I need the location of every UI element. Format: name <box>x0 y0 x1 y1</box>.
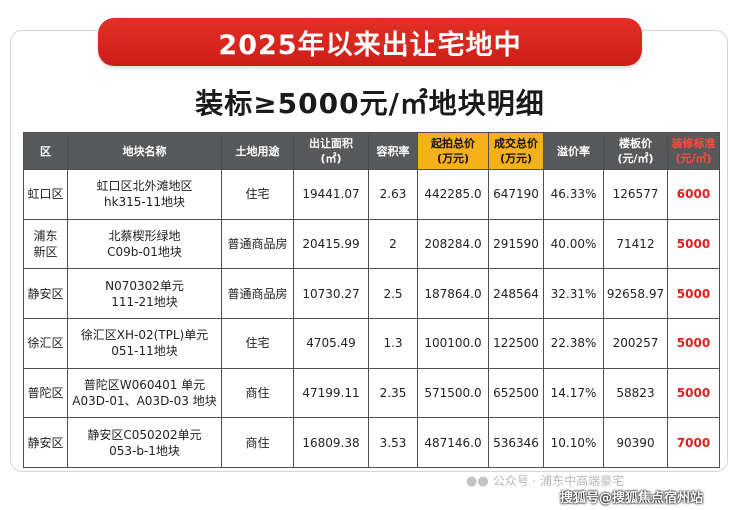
cell-floor-price: 200257 <box>603 317 668 369</box>
cell-parcel-name: N070302单元 111-21地块 <box>67 268 222 319</box>
cell-far: 2.63 <box>368 169 418 220</box>
cell-deal-price: 291590 <box>488 218 544 270</box>
cell-premium-rate: 14.17% <box>543 367 604 419</box>
wechat-icon: ●● <box>466 474 489 489</box>
cell-far: 2.5 <box>368 268 418 319</box>
cell-district: 浦东 新区 <box>23 218 68 270</box>
cell-premium-rate: 46.33% <box>543 169 604 220</box>
cell-area: 20415.99 <box>293 218 369 270</box>
cell-far: 2.35 <box>368 367 418 419</box>
cell-parcel-name: 徐汇区XH-02(TPL)单元 051-11地块 <box>67 317 222 369</box>
cell-floor-price: 71412 <box>603 218 668 270</box>
header-district: 区 <box>23 132 68 170</box>
land-parcel-table: 区 地块名称 土地用途 出让面积 (㎡) 容积率 起拍总价 (万元) 成交总价 (万元… <box>23 132 720 468</box>
cell-parcel-name: 静安区C050202单元 053-b-1地块 <box>67 417 222 468</box>
cell-area: 10730.27 <box>293 268 369 319</box>
source-watermark: 搜狐号@搜狐焦点宿州站 <box>560 491 704 506</box>
cell-district: 静安区 <box>23 417 68 468</box>
cell-area: 47199.11 <box>293 367 369 419</box>
cell-deal-price: 647190 <box>488 169 544 220</box>
cell-floor-price: 92658.97 <box>603 268 668 319</box>
cell-land-use: 普通商品房 <box>221 268 294 319</box>
table-title: 装标≥5000元/㎡地块明细 <box>195 87 545 120</box>
cell-decoration-standard: 6000 <box>667 169 720 220</box>
cell-premium-rate: 22.38% <box>543 317 604 369</box>
header-far: 容积率 <box>368 132 418 170</box>
cell-starting-price: 571500.0 <box>417 367 489 419</box>
cell-premium-rate: 32.31% <box>543 268 604 319</box>
cell-area: 4705.49 <box>293 317 369 369</box>
cell-far: 2 <box>368 218 418 270</box>
cell-floor-price: 126577 <box>603 169 668 220</box>
cell-land-use: 住宅 <box>221 169 294 220</box>
cell-district: 普陀区 <box>23 367 68 419</box>
cell-land-use: 商住 <box>221 417 294 468</box>
cell-deal-price: 652500 <box>488 367 544 419</box>
cell-starting-price: 187864.0 <box>417 268 489 319</box>
table-row: 静安区 静安区C050202单元 053-b-1地块 商住 16809.38 3.… <box>23 417 720 468</box>
cell-decoration-standard: 5000 <box>667 317 720 369</box>
table-row: 普陀区 普陀区W060401 单元 A03D-01、A03D-03 地块 商住 4… <box>23 367 720 419</box>
header-deal-price: 成交总价 (万元) <box>488 132 544 170</box>
table-row: 静安区 N070302单元 111-21地块 普通商品房 10730.27 2.5… <box>23 268 720 319</box>
cell-deal-price: 248564 <box>488 268 544 319</box>
cell-parcel-name: 普陀区W060401 单元 A03D-01、A03D-03 地块 <box>67 367 222 419</box>
header-area: 出让面积 (㎡) <box>293 132 369 170</box>
cell-land-use: 住宅 <box>221 317 294 369</box>
cell-floor-price: 90390 <box>603 417 668 468</box>
watermark-text: 公众号 · 浦东中高端豪宅 <box>492 474 625 488</box>
table-row: 虹口区 虹口区北外滩地区 hk315-11地块 住宅 19441.07 2.63 … <box>23 169 720 220</box>
cell-deal-price: 122500 <box>488 317 544 369</box>
table-header-row: 区 地块名称 土地用途 出让面积 (㎡) 容积率 起拍总价 (万元) 成交总价 (万元… <box>23 132 720 170</box>
cell-premium-rate: 40.00% <box>543 218 604 270</box>
cell-starting-price: 442285.0 <box>417 169 489 220</box>
header-floor-price: 楼板价 (元/㎡) <box>603 132 668 170</box>
table-row: 徐汇区 徐汇区XH-02(TPL)单元 051-11地块 住宅 4705.49 1… <box>23 317 720 369</box>
cell-deal-price: 536346 <box>488 417 544 468</box>
cell-decoration-standard: 5000 <box>667 268 720 319</box>
wechat-watermark: ●● 公众号 · 浦东中高端豪宅 <box>466 472 728 489</box>
cell-parcel-name: 北蔡楔形绿地 C09b-01地块 <box>67 218 222 270</box>
cell-floor-price: 58823 <box>603 367 668 419</box>
cell-land-use: 商住 <box>221 367 294 419</box>
cell-district: 虹口区 <box>23 169 68 220</box>
cell-district: 徐汇区 <box>23 317 68 369</box>
header-land-use: 土地用途 <box>221 132 294 170</box>
cell-starting-price: 487146.0 <box>417 417 489 468</box>
header-decoration-standard: 装修标准 (元/㎡) <box>667 132 720 170</box>
cell-far: 3.53 <box>368 417 418 468</box>
cell-starting-price: 100100.0 <box>417 317 489 369</box>
title-banner: 2025年以来出让宅地中 <box>98 18 642 66</box>
header-starting-price: 起拍总价 (万元) <box>417 132 489 170</box>
cell-far: 1.3 <box>368 317 418 369</box>
table-row: 浦东 新区 北蔡楔形绿地 C09b-01地块 普通商品房 20415.99 2 20… <box>23 218 720 270</box>
cell-area: 19441.07 <box>293 169 369 220</box>
cell-starting-price: 208284.0 <box>417 218 489 270</box>
cell-premium-rate: 10.10% <box>543 417 604 468</box>
cell-area: 16809.38 <box>293 417 369 468</box>
cell-decoration-standard: 7000 <box>667 417 720 468</box>
cell-district: 静安区 <box>23 268 68 319</box>
cell-decoration-standard: 5000 <box>667 218 720 270</box>
cell-parcel-name: 虹口区北外滩地区 hk315-11地块 <box>67 169 222 220</box>
header-premium-rate: 溢价率 <box>543 132 604 170</box>
cell-land-use: 普通商品房 <box>221 218 294 270</box>
header-parcel-name: 地块名称 <box>67 132 222 170</box>
cell-decoration-standard: 5000 <box>667 367 720 419</box>
